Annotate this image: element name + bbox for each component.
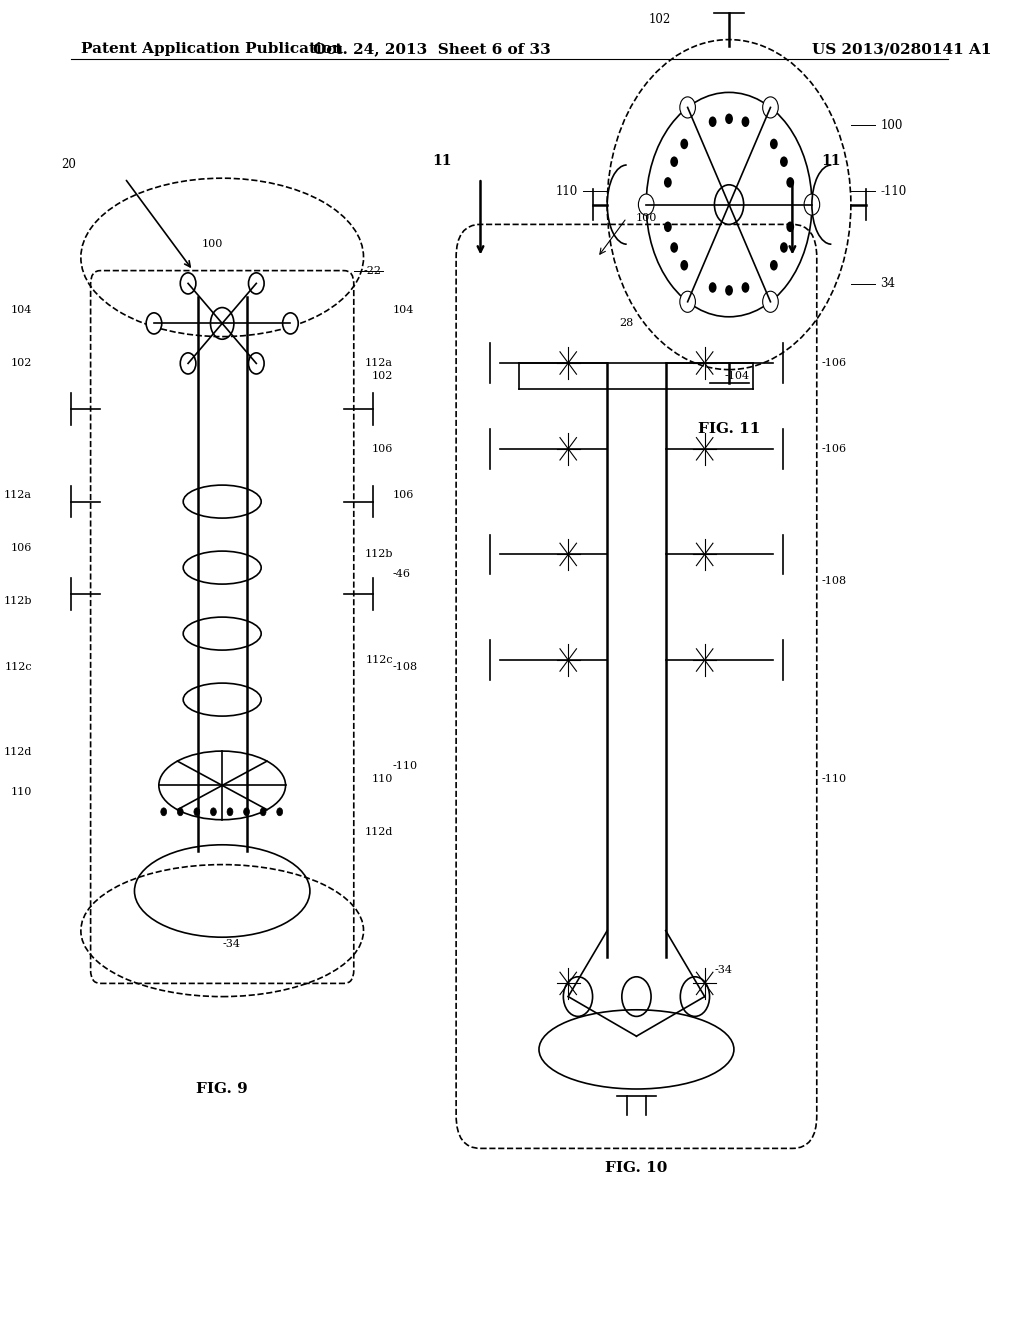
- Circle shape: [664, 222, 672, 232]
- Text: 112c: 112c: [366, 655, 393, 665]
- Text: -106: -106: [821, 358, 847, 368]
- Circle shape: [161, 808, 167, 816]
- Text: 110: 110: [372, 774, 393, 784]
- Circle shape: [680, 96, 695, 117]
- Circle shape: [671, 157, 678, 168]
- Text: 106: 106: [393, 490, 414, 500]
- Text: -104: -104: [724, 371, 750, 381]
- Circle shape: [741, 116, 750, 127]
- Text: 100: 100: [881, 119, 902, 132]
- Circle shape: [249, 273, 264, 294]
- Circle shape: [725, 285, 733, 296]
- Text: 104: 104: [10, 305, 32, 315]
- Text: 112d: 112d: [4, 747, 32, 758]
- Text: -34: -34: [715, 965, 732, 975]
- Text: 28: 28: [620, 318, 634, 329]
- Circle shape: [741, 282, 750, 293]
- Circle shape: [780, 243, 787, 253]
- Text: 11: 11: [821, 154, 841, 168]
- Text: 100: 100: [636, 213, 656, 223]
- Circle shape: [283, 313, 298, 334]
- Circle shape: [770, 139, 778, 149]
- Circle shape: [763, 96, 778, 117]
- Circle shape: [638, 194, 654, 215]
- Text: -46: -46: [393, 569, 411, 579]
- Text: 20: 20: [61, 158, 76, 172]
- Text: 106: 106: [10, 543, 32, 553]
- Circle shape: [249, 352, 264, 374]
- Text: 112c: 112c: [4, 661, 32, 672]
- Circle shape: [709, 116, 717, 127]
- Circle shape: [680, 139, 688, 149]
- Circle shape: [770, 260, 778, 271]
- Circle shape: [671, 243, 678, 253]
- Circle shape: [664, 177, 672, 187]
- Circle shape: [276, 808, 283, 816]
- Circle shape: [680, 260, 688, 271]
- Circle shape: [780, 157, 787, 168]
- Text: FIG. 10: FIG. 10: [605, 1162, 668, 1175]
- Text: 11: 11: [432, 154, 452, 168]
- Circle shape: [763, 292, 778, 313]
- Text: 110: 110: [10, 787, 32, 797]
- Text: Oct. 24, 2013  Sheet 6 of 33: Oct. 24, 2013 Sheet 6 of 33: [313, 42, 551, 57]
- Text: 112b: 112b: [365, 549, 393, 560]
- Circle shape: [786, 222, 795, 232]
- Text: 112b: 112b: [4, 595, 32, 606]
- Circle shape: [211, 808, 216, 816]
- Text: FIG. 11: FIG. 11: [698, 422, 760, 436]
- Text: FIG. 9: FIG. 9: [197, 1082, 248, 1096]
- Circle shape: [194, 808, 200, 816]
- Text: 106: 106: [372, 444, 393, 454]
- Circle shape: [227, 808, 232, 816]
- Text: -22: -22: [364, 265, 382, 276]
- Text: 102: 102: [372, 371, 393, 381]
- Circle shape: [177, 808, 183, 816]
- Text: Patent Application Publication: Patent Application Publication: [81, 42, 343, 57]
- Text: 112a: 112a: [4, 490, 32, 500]
- Text: 102: 102: [648, 13, 671, 26]
- Circle shape: [725, 114, 733, 124]
- Text: -108: -108: [393, 661, 418, 672]
- Text: 34: 34: [881, 277, 895, 290]
- Circle shape: [244, 808, 250, 816]
- Text: -110: -110: [393, 760, 418, 771]
- Circle shape: [180, 352, 196, 374]
- Text: 112a: 112a: [365, 358, 393, 368]
- Text: -110: -110: [821, 774, 847, 784]
- Text: -34: -34: [222, 939, 241, 949]
- Circle shape: [786, 177, 795, 187]
- Circle shape: [709, 282, 717, 293]
- Text: -110: -110: [881, 185, 906, 198]
- Circle shape: [804, 194, 819, 215]
- Text: 112d: 112d: [365, 826, 393, 837]
- Circle shape: [260, 808, 266, 816]
- Circle shape: [180, 273, 196, 294]
- Text: US 2013/0280141 A1: US 2013/0280141 A1: [812, 42, 991, 57]
- Circle shape: [146, 313, 162, 334]
- Text: 100: 100: [202, 239, 223, 249]
- Text: 104: 104: [393, 305, 414, 315]
- Text: -106: -106: [821, 444, 847, 454]
- Text: 102: 102: [10, 358, 32, 368]
- Text: -108: -108: [821, 576, 847, 586]
- Circle shape: [715, 185, 743, 224]
- Circle shape: [680, 292, 695, 313]
- Text: 110: 110: [556, 185, 578, 198]
